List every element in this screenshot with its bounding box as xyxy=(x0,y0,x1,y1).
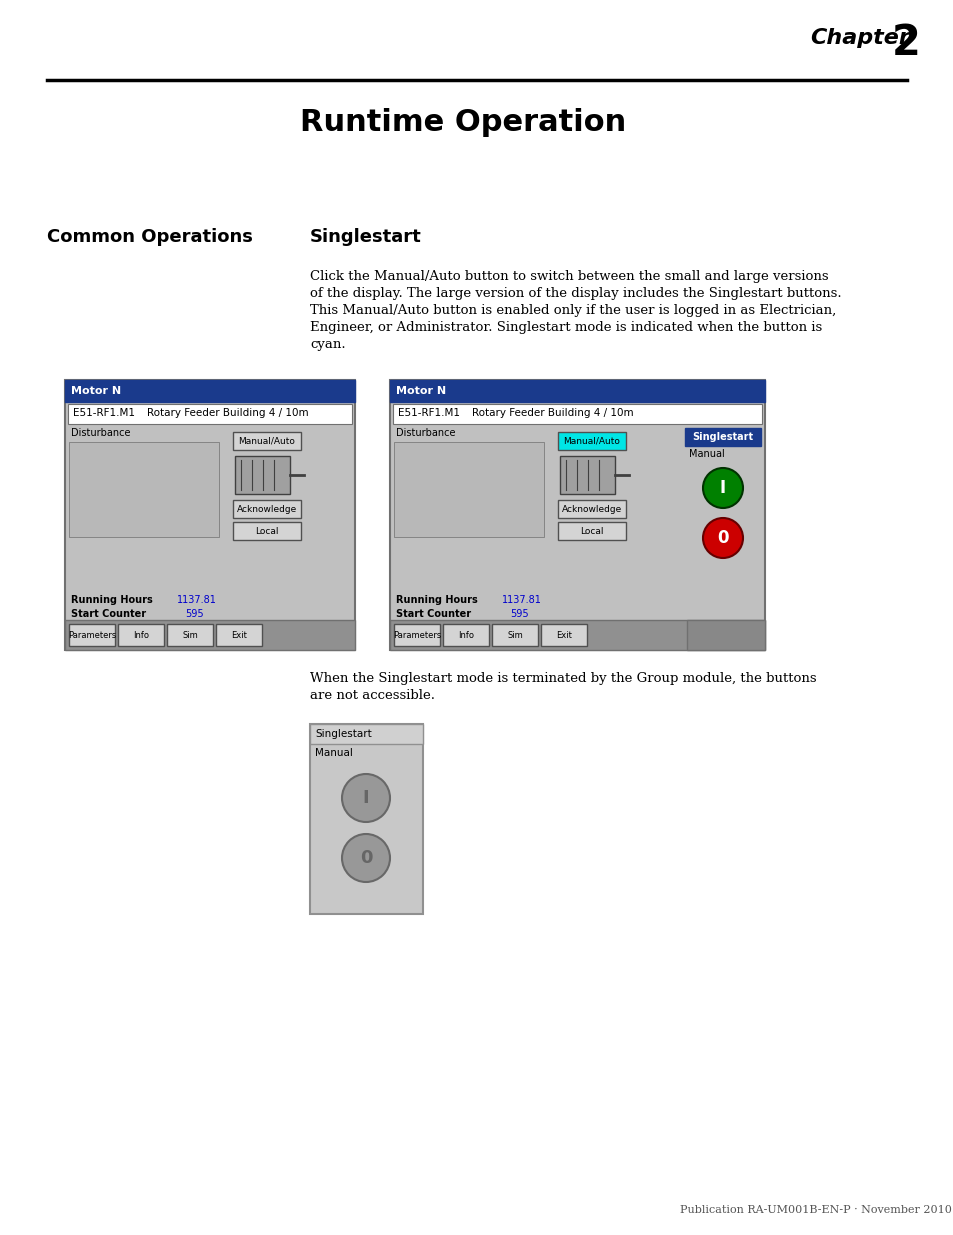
Text: Runtime Operation: Runtime Operation xyxy=(299,107,625,137)
Text: Start Counter: Start Counter xyxy=(395,609,471,619)
Text: Chapter: Chapter xyxy=(809,28,909,48)
Text: are not accessible.: are not accessible. xyxy=(310,689,435,701)
Text: Common Operations: Common Operations xyxy=(47,228,253,246)
Bar xyxy=(167,624,213,646)
Bar xyxy=(310,724,422,743)
Text: When the Singlestart mode is terminated by the Group module, the buttons: When the Singlestart mode is terminated … xyxy=(310,672,816,685)
Bar xyxy=(394,624,439,646)
Text: Click the Manual/Auto button to switch between the small and large versions: Click the Manual/Auto button to switch b… xyxy=(310,270,828,283)
Text: Engineer, or Administrator. Singlestart mode is indicated when the button is: Engineer, or Administrator. Singlestart … xyxy=(310,321,821,333)
Text: E51-RF1.M1: E51-RF1.M1 xyxy=(73,408,135,417)
Bar xyxy=(390,620,764,650)
Circle shape xyxy=(341,834,390,882)
Text: Manual: Manual xyxy=(314,748,353,758)
Bar xyxy=(69,442,219,537)
Text: 0: 0 xyxy=(717,529,728,547)
Bar xyxy=(558,522,625,540)
Text: 595: 595 xyxy=(510,609,528,619)
Bar xyxy=(540,624,586,646)
Text: 1137.81: 1137.81 xyxy=(501,595,541,605)
Text: Exit: Exit xyxy=(556,631,572,640)
Text: Local: Local xyxy=(579,526,603,536)
Bar xyxy=(69,624,115,646)
Text: 1137.81: 1137.81 xyxy=(177,595,216,605)
Bar xyxy=(65,380,355,403)
Text: of the display. The large version of the display includes the Singlestart button: of the display. The large version of the… xyxy=(310,287,841,300)
Bar xyxy=(684,429,760,446)
Text: Info: Info xyxy=(132,631,149,640)
Bar xyxy=(559,456,615,494)
Bar xyxy=(393,404,761,424)
Bar xyxy=(442,624,489,646)
Text: Start Counter: Start Counter xyxy=(71,609,146,619)
Bar xyxy=(558,432,625,450)
Circle shape xyxy=(341,774,390,823)
Text: Sim: Sim xyxy=(507,631,522,640)
Text: Singlestart: Singlestart xyxy=(314,729,372,739)
Text: Running Hours: Running Hours xyxy=(395,595,477,605)
Text: Running Hours: Running Hours xyxy=(71,595,152,605)
Text: 2: 2 xyxy=(891,22,920,64)
Text: Acknowledge: Acknowledge xyxy=(561,505,621,514)
Bar xyxy=(390,380,764,403)
Text: Motor N: Motor N xyxy=(71,387,121,396)
Bar xyxy=(233,522,301,540)
Bar xyxy=(118,624,164,646)
Text: 595: 595 xyxy=(185,609,203,619)
Text: Rotary Feeder Building 4 / 10m: Rotary Feeder Building 4 / 10m xyxy=(472,408,633,417)
Bar xyxy=(65,380,355,650)
Text: Manual/Auto: Manual/Auto xyxy=(238,436,295,446)
Bar xyxy=(390,380,764,650)
Bar xyxy=(65,620,355,650)
Text: Manual/Auto: Manual/Auto xyxy=(563,436,619,446)
Text: I: I xyxy=(720,479,725,496)
Text: I: I xyxy=(362,789,369,806)
Text: Singlestart: Singlestart xyxy=(692,432,753,442)
Text: This Manual/Auto button is enabled only if the user is logged in as Electrician,: This Manual/Auto button is enabled only … xyxy=(310,304,836,317)
Bar xyxy=(492,624,537,646)
Text: Parameters: Parameters xyxy=(393,631,440,640)
Bar xyxy=(686,620,764,650)
Text: Singlestart: Singlestart xyxy=(310,228,421,246)
Circle shape xyxy=(702,517,742,558)
Bar xyxy=(68,404,352,424)
Text: Exit: Exit xyxy=(231,631,247,640)
Text: E51-RF1.M1: E51-RF1.M1 xyxy=(397,408,459,417)
Bar xyxy=(310,724,422,914)
Bar xyxy=(558,500,625,517)
Bar xyxy=(215,624,262,646)
Text: Disturbance: Disturbance xyxy=(395,429,455,438)
Bar xyxy=(233,432,301,450)
Text: Info: Info xyxy=(457,631,474,640)
Text: cyan.: cyan. xyxy=(310,338,345,351)
Text: Disturbance: Disturbance xyxy=(71,429,131,438)
Text: Motor N: Motor N xyxy=(395,387,446,396)
Text: 0: 0 xyxy=(359,848,372,867)
Text: Local: Local xyxy=(255,526,278,536)
Text: Sim: Sim xyxy=(182,631,197,640)
Circle shape xyxy=(702,468,742,508)
Bar xyxy=(233,500,301,517)
Bar xyxy=(234,456,290,494)
Text: Rotary Feeder Building 4 / 10m: Rotary Feeder Building 4 / 10m xyxy=(147,408,309,417)
Text: Parameters: Parameters xyxy=(68,631,116,640)
Text: Acknowledge: Acknowledge xyxy=(236,505,296,514)
Bar xyxy=(394,442,543,537)
Text: Publication RA-UM001B-EN-P · November 2010: Publication RA-UM001B-EN-P · November 20… xyxy=(679,1205,951,1215)
Text: Manual: Manual xyxy=(688,450,724,459)
